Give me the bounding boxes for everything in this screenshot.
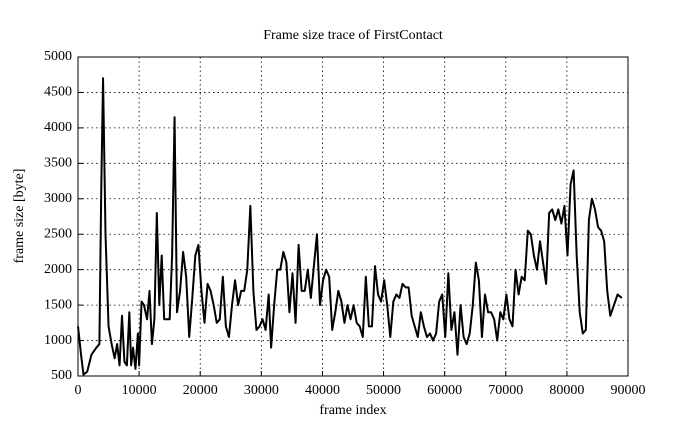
- x-tick-label: 50000: [366, 383, 401, 398]
- x-tick-label: 10000: [122, 383, 157, 398]
- y-tick-label: 2000: [44, 262, 72, 277]
- x-tick-label: 30000: [244, 383, 279, 398]
- data-line: [77, 77, 623, 376]
- x-axis-label: frame index: [319, 403, 386, 418]
- y-tick-label: 3500: [44, 156, 72, 171]
- x-tick-label: 20000: [183, 383, 218, 398]
- y-tick-label: 500: [51, 368, 72, 383]
- y-tick-label: 2500: [44, 226, 72, 241]
- chart-title: Frame size trace of FirstContact: [263, 28, 443, 43]
- y-tick-label: 5000: [44, 49, 72, 64]
- x-tick-label: 60000: [427, 383, 462, 398]
- y-tick-label: 4500: [44, 85, 72, 100]
- y-tick-label: 3000: [44, 191, 72, 206]
- x-tick-label: 80000: [549, 383, 584, 398]
- y-axis-label: frame size [byte]: [12, 169, 27, 264]
- x-tick-label: 90000: [611, 383, 646, 398]
- y-tick-label: 1500: [44, 297, 72, 312]
- x-tick-label: 40000: [305, 383, 340, 398]
- y-tick-label: 4000: [44, 120, 72, 135]
- plot-frame: [77, 56, 629, 377]
- y-tick-label: 1000: [44, 333, 72, 348]
- x-tick-label: 0: [75, 383, 82, 398]
- x-tick-label: 70000: [488, 383, 523, 398]
